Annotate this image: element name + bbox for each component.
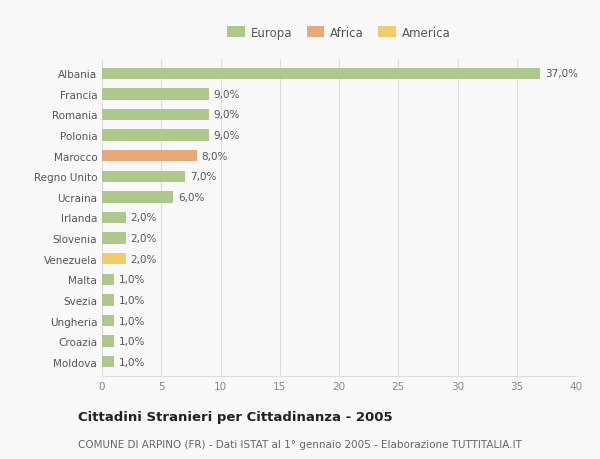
Bar [102,89,209,100]
Text: 7,0%: 7,0% [190,172,216,182]
Bar [102,315,114,326]
Text: 2,0%: 2,0% [130,213,157,223]
Text: 2,0%: 2,0% [130,254,157,264]
Bar [102,68,541,80]
Text: 9,0%: 9,0% [214,131,240,141]
Text: Cittadini Stranieri per Cittadinanza - 2005: Cittadini Stranieri per Cittadinanza - 2… [78,410,392,423]
Text: 1,0%: 1,0% [119,295,145,305]
Text: 2,0%: 2,0% [130,234,157,244]
Bar [102,213,126,224]
Text: 8,0%: 8,0% [202,151,228,161]
Bar [102,295,114,306]
Bar [102,356,114,368]
Bar [102,130,209,141]
Bar [102,192,173,203]
Bar [102,171,185,183]
Bar [102,110,209,121]
Bar [102,233,126,244]
Text: 1,0%: 1,0% [119,316,145,326]
Text: 6,0%: 6,0% [178,192,204,202]
Text: 1,0%: 1,0% [119,275,145,285]
Bar [102,274,114,285]
Legend: Europa, Africa, America: Europa, Africa, America [225,24,453,42]
Text: COMUNE DI ARPINO (FR) - Dati ISTAT al 1° gennaio 2005 - Elaborazione TUTTITALIA.: COMUNE DI ARPINO (FR) - Dati ISTAT al 1°… [78,440,522,449]
Bar [102,253,126,265]
Bar [102,336,114,347]
Bar [102,151,197,162]
Text: 37,0%: 37,0% [545,69,578,79]
Text: 1,0%: 1,0% [119,357,145,367]
Text: 9,0%: 9,0% [214,90,240,100]
Text: 1,0%: 1,0% [119,336,145,347]
Text: 9,0%: 9,0% [214,110,240,120]
